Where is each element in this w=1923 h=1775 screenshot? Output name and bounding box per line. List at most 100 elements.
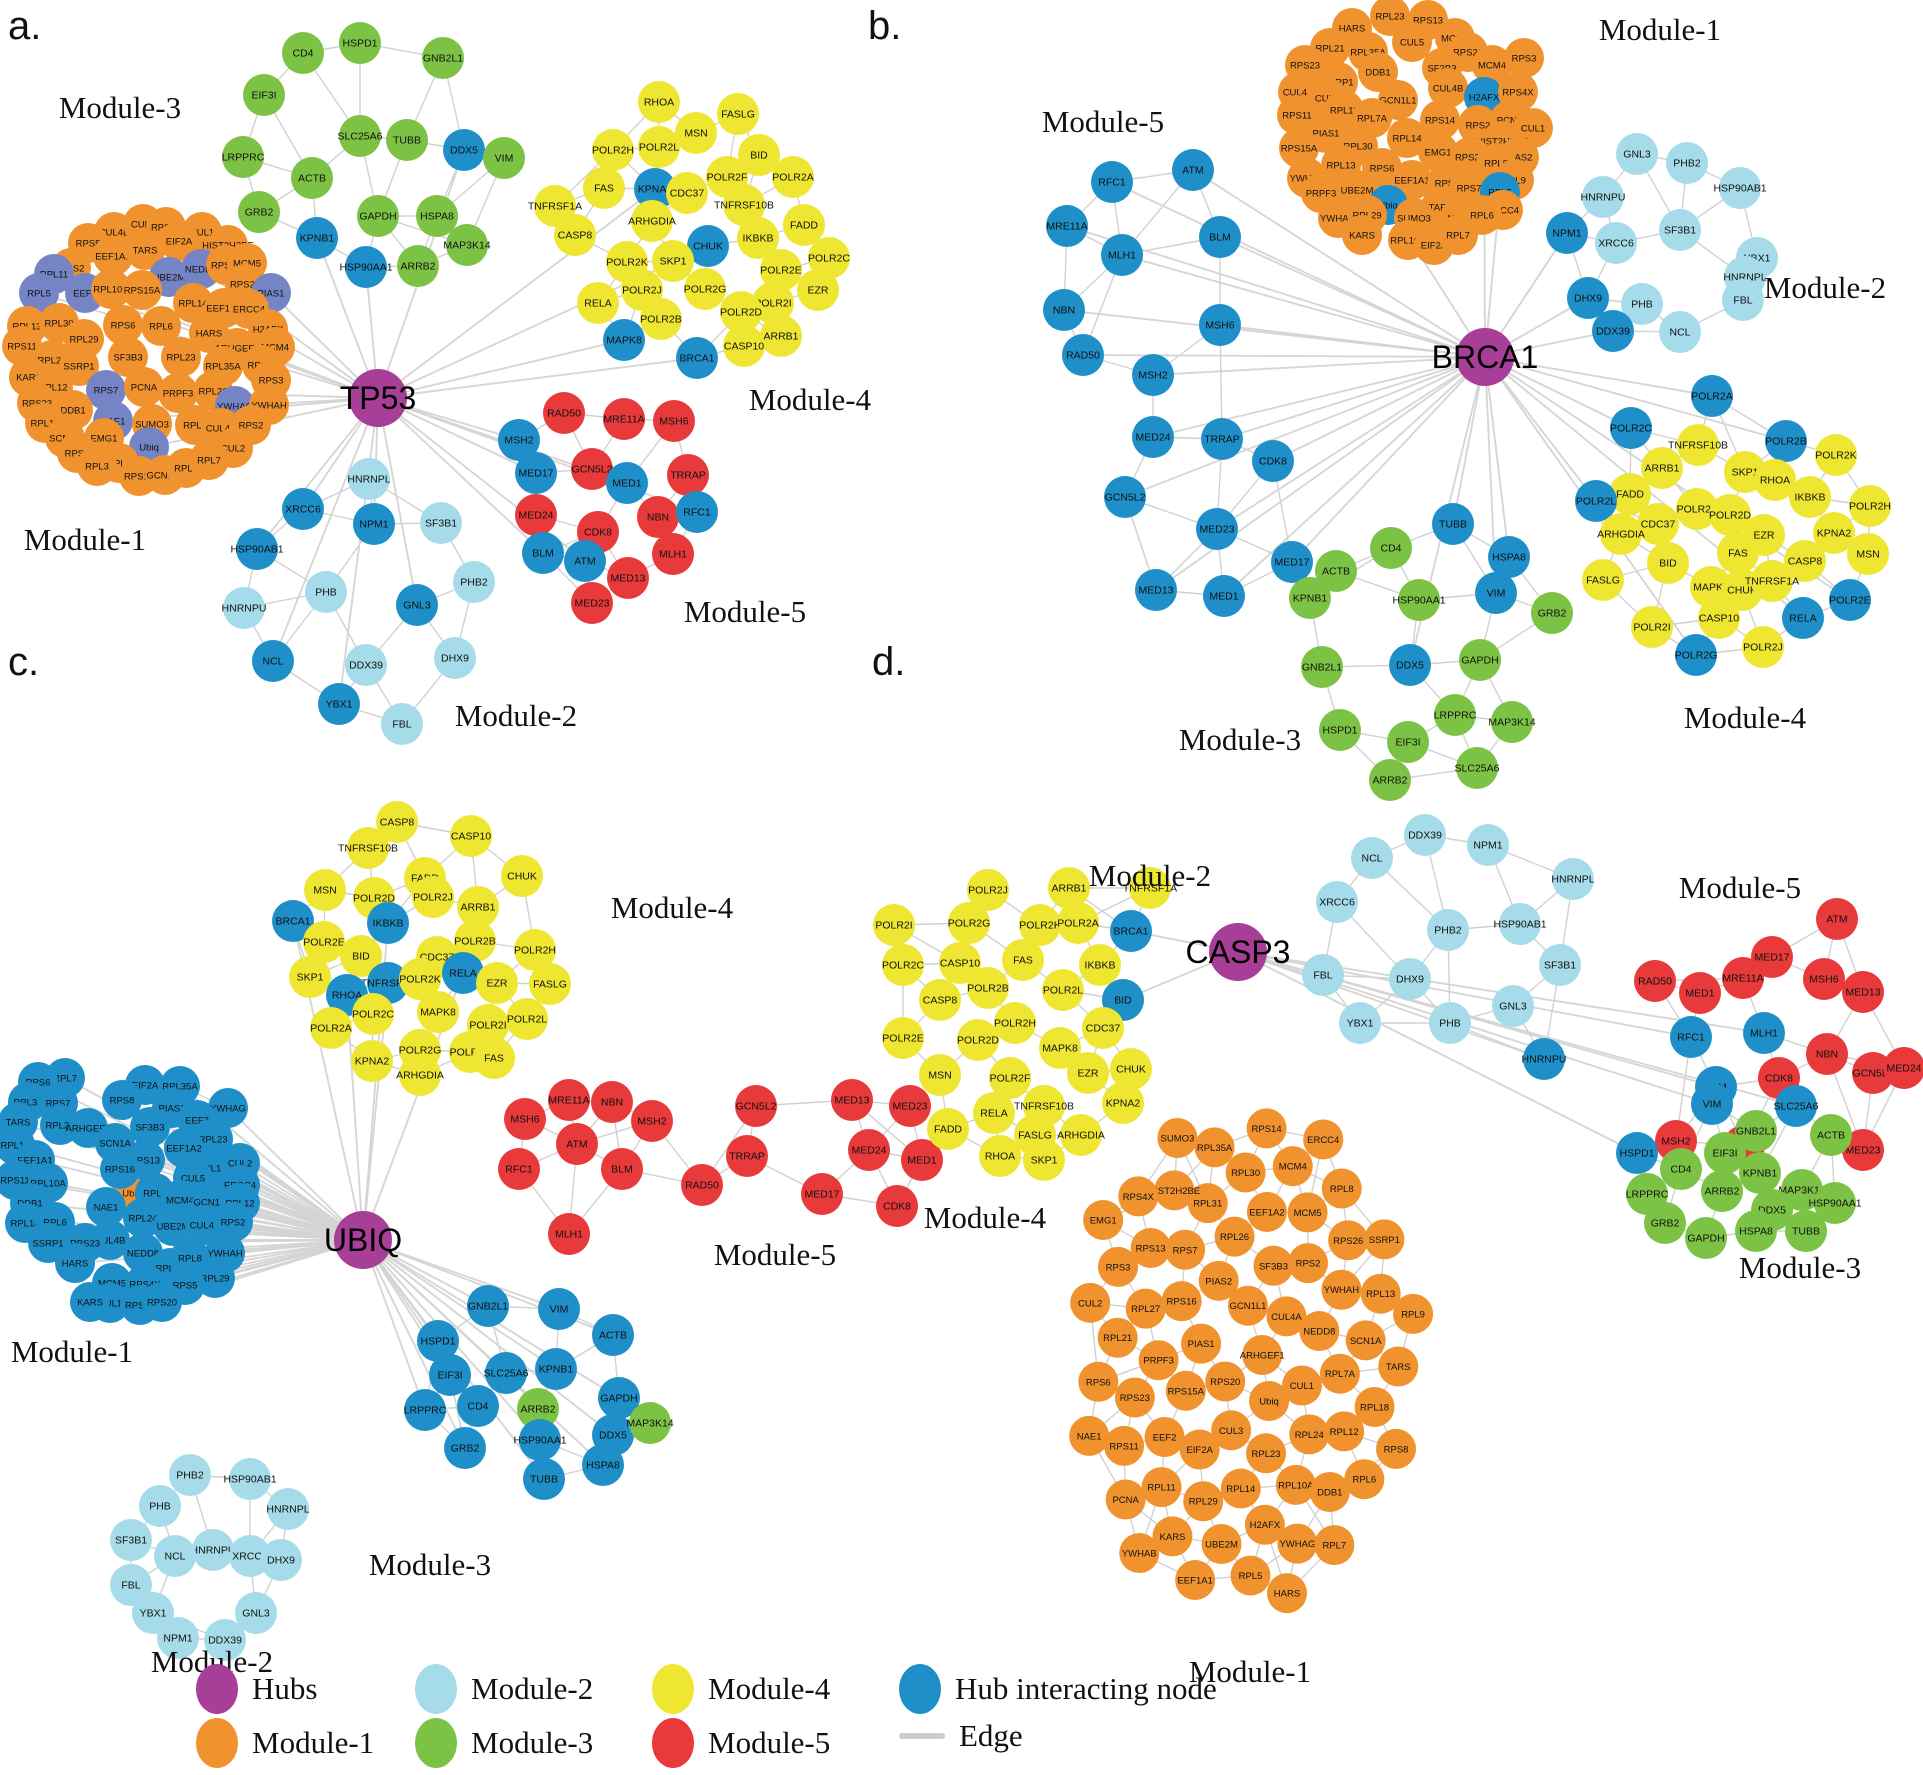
node-label: MAPK8 xyxy=(606,335,642,347)
node-label: HNRNPL xyxy=(347,474,390,486)
node-label: GCN1L1 xyxy=(147,471,184,482)
node-casp8 xyxy=(554,214,596,256)
node-label: MRE11A xyxy=(548,1095,589,1107)
legend-label: Module-1 xyxy=(252,1725,375,1760)
node-polr2i xyxy=(752,282,794,324)
hub-edge xyxy=(362,1239,614,1436)
node-arrb1 xyxy=(1641,447,1683,489)
node-rpl7 xyxy=(189,440,229,480)
node-label: RPL29 xyxy=(69,335,98,346)
node-label: MED17 xyxy=(1754,952,1789,964)
node-hsp90ab1 xyxy=(1499,903,1541,945)
node-label: RPS16 xyxy=(105,1165,135,1176)
node-label: RPL35A xyxy=(1350,48,1386,59)
node-label: MSH2 xyxy=(637,1116,666,1128)
hub-edge xyxy=(1484,356,1510,558)
node-label: HSP90AB1 xyxy=(230,544,283,556)
node-rps7 xyxy=(86,370,126,410)
node-label: ERCC4 xyxy=(233,305,265,316)
node-chuk xyxy=(687,225,729,267)
node-hnrnpu xyxy=(192,1529,234,1571)
node-label: RPL11 xyxy=(40,270,68,281)
node-med17 xyxy=(1271,541,1313,583)
hub-edge xyxy=(1484,356,1787,442)
node-hsp90aa1 xyxy=(1398,579,1440,621)
node-ddx39 xyxy=(345,644,387,686)
node-hspa8 xyxy=(416,195,458,237)
node-label: ATM xyxy=(1182,165,1203,177)
node-label: RPL29 xyxy=(1189,1497,1218,1508)
hub-edge xyxy=(1221,356,1486,440)
node-label: ACTB xyxy=(298,173,326,185)
node-rps16 xyxy=(1161,1281,1202,1322)
hub-edge xyxy=(1237,951,1638,1154)
node-label: RPL10A xyxy=(93,285,129,296)
node-med1 xyxy=(901,1139,943,1181)
node-label: NBN xyxy=(647,512,669,524)
node-trrap xyxy=(1201,418,1243,460)
node-label: TARS xyxy=(133,246,158,257)
node-label: RPL18 xyxy=(1360,1403,1389,1414)
node-label: KPNA2 xyxy=(1817,528,1852,540)
node-rpl27 xyxy=(1125,1288,1166,1329)
node-label: PIAS2 xyxy=(1506,153,1533,164)
node-label: NCL xyxy=(1361,853,1382,865)
node-med13 xyxy=(1135,569,1177,611)
node-label: SLC25A6 xyxy=(338,131,383,143)
node-cdk8 xyxy=(1252,440,1294,482)
node-label: RELA xyxy=(980,1108,1007,1120)
node-label: GCN5L2 xyxy=(572,464,613,476)
node-chuk xyxy=(1110,1048,1152,1090)
legend-item-hub-interacting: Hub interacting node xyxy=(899,1664,1217,1714)
node-xrcc6 xyxy=(282,488,324,530)
node-polr2i xyxy=(873,904,915,946)
node-skp1 xyxy=(289,956,331,998)
node-mre11a xyxy=(603,398,645,440)
node-hspa8 xyxy=(582,1444,624,1486)
node-label: RPS8 xyxy=(1435,179,1460,190)
node-sf3b1 xyxy=(1659,209,1701,251)
node-label: PCNA xyxy=(1497,116,1524,127)
node-casp10 xyxy=(723,325,765,367)
node-label: CUL5 xyxy=(1400,38,1424,49)
node-cdc37 xyxy=(1637,503,1679,545)
node-label: EMG1 xyxy=(1090,1215,1117,1226)
node-grb2 xyxy=(1644,1202,1686,1244)
node-ncl xyxy=(154,1535,196,1577)
node-hsp90aa1 xyxy=(1814,1182,1856,1224)
node-fas xyxy=(473,1037,515,1079)
node-med17 xyxy=(515,452,557,494)
node-label: NBN xyxy=(1053,305,1075,317)
hub-edge xyxy=(1272,356,1486,462)
node-rps13 xyxy=(1130,1227,1171,1268)
node-label: CUL4A xyxy=(206,424,237,435)
node-rps15a xyxy=(1279,128,1319,168)
node-label: MLH1 xyxy=(1750,1028,1778,1040)
node-label: DDX39 xyxy=(1596,326,1630,338)
node-rps20 xyxy=(1205,1361,1246,1402)
node-label: CUL4A xyxy=(190,1221,221,1232)
legend-label: Hubs xyxy=(252,1671,318,1706)
node-label: MED24 xyxy=(1135,432,1170,444)
node-fadd xyxy=(927,1108,969,1150)
node-sf3b1 xyxy=(1539,944,1581,986)
node-label: NAE1 xyxy=(94,1203,119,1214)
node-label: MED1 xyxy=(612,478,641,490)
node-label: RPS6 xyxy=(26,1078,51,1089)
node-label: RPS13 xyxy=(130,1156,160,1167)
node-label: MLH1 xyxy=(1108,250,1136,262)
node-rpl23 xyxy=(161,337,201,377)
node-label: HARS xyxy=(1274,1589,1300,1600)
node-polr2l xyxy=(506,998,548,1040)
node-rpl26 xyxy=(1214,1216,1255,1257)
node-rad50 xyxy=(1634,960,1676,1002)
node-rpl30 xyxy=(1225,1152,1266,1193)
node-label: HNRNPL xyxy=(1551,874,1594,886)
node-label: SKP1 xyxy=(1732,467,1759,479)
node-rhoa xyxy=(979,1135,1021,1177)
node-label: RHOA xyxy=(644,97,674,109)
node-label: HSP90AA1 xyxy=(513,1435,566,1447)
node-label: YBX1 xyxy=(1347,1018,1374,1030)
module-label-module-3-panel-b: Module-3 xyxy=(1178,722,1302,757)
node-rpl24 xyxy=(1289,1414,1330,1455)
